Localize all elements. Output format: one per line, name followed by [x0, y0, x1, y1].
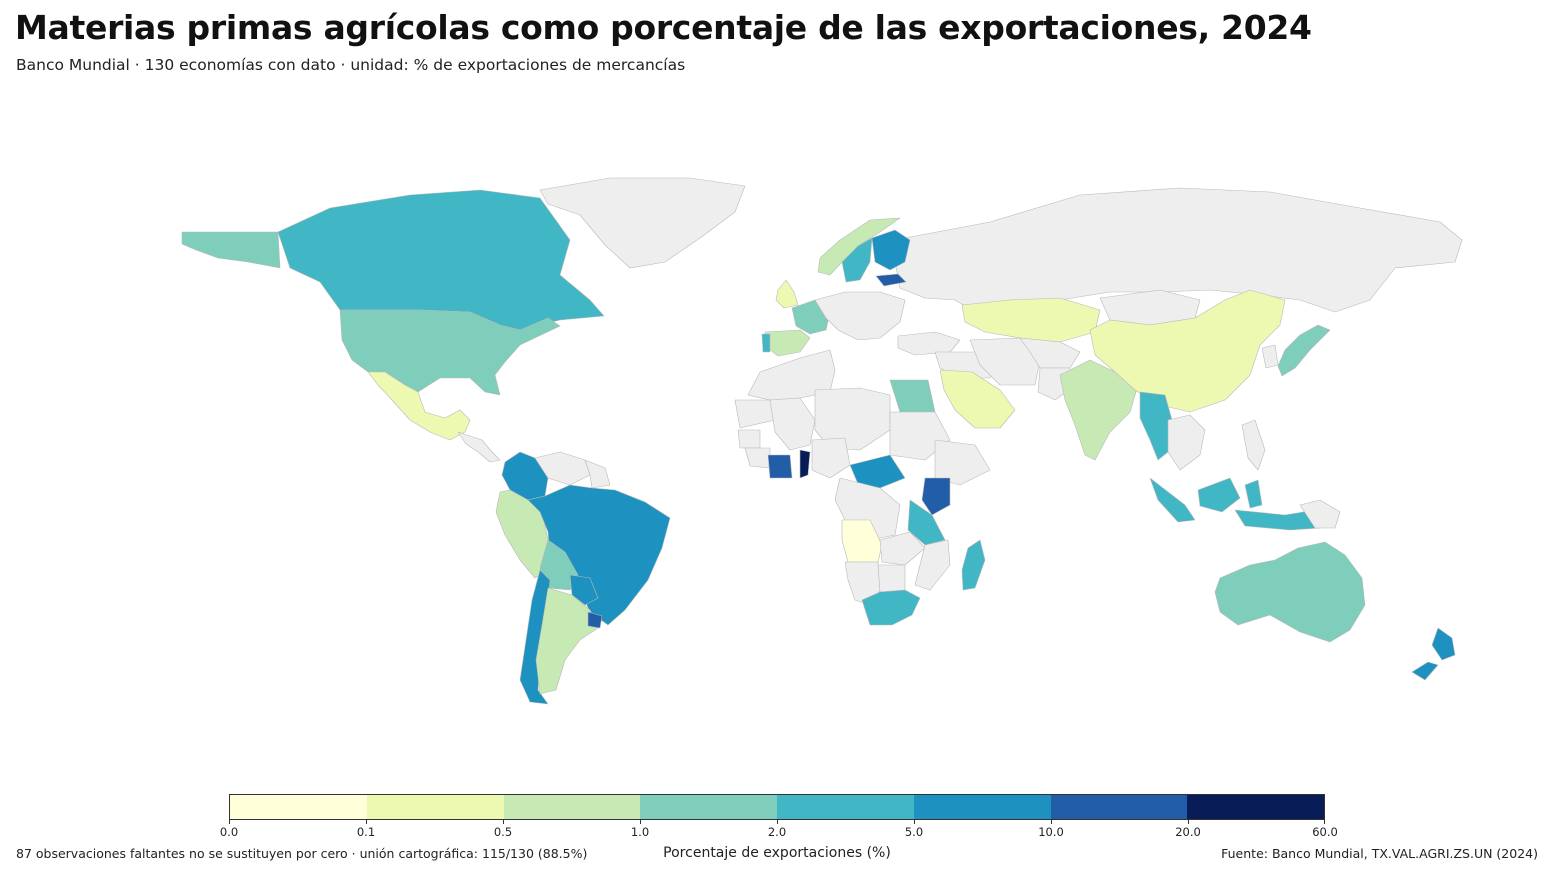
region-costa-de-marfil: [767, 454, 793, 479]
region-mozambique: [914, 539, 951, 591]
region-guinea: [744, 447, 771, 469]
legend-tick: [914, 820, 915, 824]
legend-tick: [366, 820, 367, 824]
region-sudeste-asiatico: [1167, 414, 1206, 471]
region-guayanas: [584, 459, 611, 489]
region-republica-centroafricana: [849, 454, 906, 489]
legend-tick-label: 20.0: [1175, 825, 1201, 839]
region-etiopia: [934, 439, 991, 486]
region-argentina: [535, 587, 599, 695]
region-nueva-zelanda: [1411, 627, 1456, 681]
legend-tick: [503, 820, 504, 824]
legend-bin-4: [777, 795, 914, 819]
region-filipinas: [1241, 419, 1266, 471]
region-egipto: [889, 379, 936, 413]
region-sahara-occidental: [734, 399, 776, 429]
legend-bin-2: [503, 795, 641, 819]
region-zambia: [879, 531, 926, 566]
region-centroamerica: [457, 431, 501, 463]
legend-tick-label: 10.0: [1038, 825, 1064, 839]
region-corea: [1261, 344, 1279, 369]
region-turquia: [897, 331, 961, 356]
legend-tick: [777, 820, 778, 824]
region-senegal: [737, 429, 761, 449]
region-nueva-guinea: [1299, 499, 1341, 529]
region-niger-y-chad: [814, 387, 891, 451]
map-title: Materias primas agrícolas como porcentaj…: [15, 8, 1312, 47]
region-alaska: [181, 231, 281, 269]
region-indonesia: [1149, 477, 1321, 531]
region-bolivia: [539, 539, 579, 591]
region-noruega: [817, 217, 901, 276]
legend-bar: [229, 794, 1325, 820]
region-reino-unido: [775, 279, 799, 309]
legend-tick: [229, 820, 230, 824]
region-rusia: [894, 187, 1463, 313]
legend-title: Porcentaje de exportaciones (%): [663, 845, 891, 861]
region-canada: [277, 189, 605, 331]
region-botsuana: [877, 564, 906, 593]
legend-tick: [1188, 820, 1189, 824]
region-finlandia: [871, 229, 911, 271]
legend-tick: [1051, 820, 1052, 824]
legend-tick-label: 0.0: [219, 825, 239, 839]
legend-tick-label: 1.0: [630, 825, 650, 839]
region-mexico: [367, 371, 471, 441]
legend-colorbar: 0.0 0.1 0.5 1.0 2.0 5.0 10.0 20.0 60.0: [220, 794, 1338, 839]
region-mali: [769, 397, 816, 451]
legend-bin-0: [230, 795, 367, 819]
legend-tick-label: 0.1: [356, 825, 376, 839]
region-china: [1089, 289, 1286, 413]
legend-bin-6: [1050, 795, 1188, 819]
region-nigeria: [811, 437, 851, 479]
legend-tick: [1324, 820, 1325, 824]
region-uruguay: [587, 611, 603, 629]
legend-tick-label: 60.0: [1312, 825, 1338, 839]
region-ghana: [799, 449, 811, 479]
region-kenia: [921, 477, 951, 516]
region-suecia: [841, 237, 873, 283]
map-subtitle: Banco Mundial · 130 economías con dato ·…: [16, 56, 686, 74]
legend-bin-3: [640, 795, 777, 819]
legend-tick-label: 5.0: [904, 825, 924, 839]
region-myanmar: [1139, 391, 1173, 461]
region-paraguay: [569, 574, 599, 606]
region-japon: [1277, 324, 1331, 377]
region-arabia-saudita: [939, 369, 1016, 429]
footnote-missing-data: 87 observaciones faltantes no se sustitu…: [16, 846, 588, 861]
region-india: [1059, 359, 1139, 461]
region-groenlandia: [539, 177, 746, 269]
region-madagascar: [961, 539, 986, 591]
region-espana: [764, 329, 811, 357]
legend-bin-5: [913, 795, 1051, 819]
footnote-source: Fuente: Banco Mundial, TX.VAL.AGRI.ZS.UN…: [1221, 846, 1538, 861]
region-portugal: [761, 333, 771, 353]
region-estonia: [875, 273, 907, 287]
legend-tick-label: 0.5: [493, 825, 513, 839]
legend-tick-label: 2.0: [767, 825, 787, 839]
legend-bin-7: [1187, 795, 1324, 819]
legend-bin-1: [366, 795, 504, 819]
region-australia: [1214, 541, 1366, 643]
region-sudafrica: [861, 589, 921, 626]
region-europa-central: [814, 291, 906, 341]
legend-tick: [640, 820, 641, 824]
region-kazajistan: [961, 297, 1101, 343]
region-tanzania: [907, 499, 946, 546]
